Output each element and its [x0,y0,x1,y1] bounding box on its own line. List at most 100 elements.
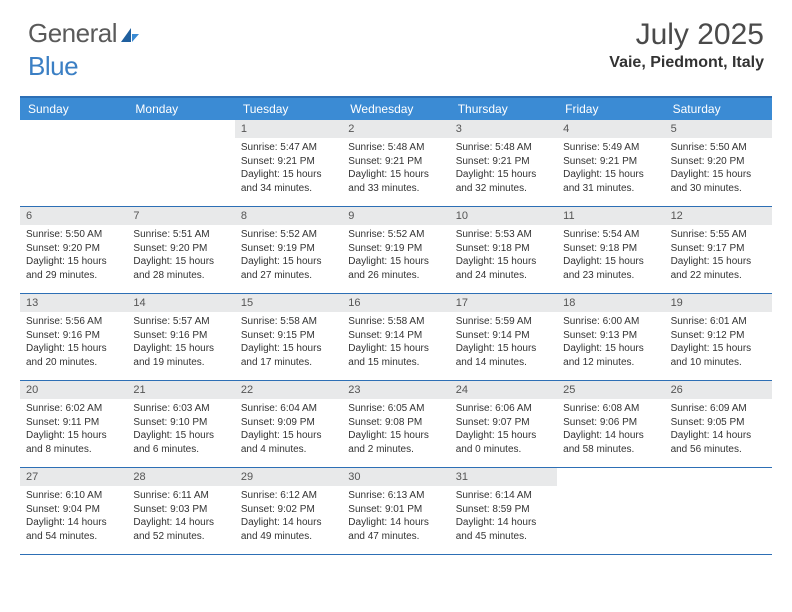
weekday-header: Friday [557,98,664,120]
day-body: Sunrise: 6:04 AMSunset: 9:09 PMDaylight:… [235,399,342,460]
sunset-line: Sunset: 9:07 PM [456,416,551,430]
sunset-line: Sunset: 9:18 PM [456,242,551,256]
day-cell: 25Sunrise: 6:08 AMSunset: 9:06 PMDayligh… [557,381,664,467]
sunset-line: Sunset: 9:16 PM [26,329,121,343]
sunrise-line: Sunrise: 5:50 AM [26,228,121,242]
daylight-line: Daylight: 14 hours and 58 minutes. [563,429,658,456]
sunrise-line: Sunrise: 5:59 AM [456,315,551,329]
day-number: 28 [127,468,234,487]
day-number: 6 [20,207,127,226]
day-number: 17 [450,294,557,313]
day-body: Sunrise: 6:12 AMSunset: 9:02 PMDaylight:… [235,486,342,547]
day-number: 5 [665,120,772,139]
day-body: Sunrise: 6:00 AMSunset: 9:13 PMDaylight:… [557,312,664,373]
day-number: 20 [20,381,127,400]
sunset-line: Sunset: 9:15 PM [241,329,336,343]
sunrise-line: Sunrise: 5:50 AM [671,141,766,155]
day-cell: 24Sunrise: 6:06 AMSunset: 9:07 PMDayligh… [450,381,557,467]
sunrise-line: Sunrise: 5:48 AM [456,141,551,155]
day-cell: 29Sunrise: 6:12 AMSunset: 9:02 PMDayligh… [235,468,342,554]
calendar: SundayMondayTuesdayWednesdayThursdayFrid… [20,96,772,555]
day-number: 7 [127,207,234,226]
day-body: Sunrise: 5:49 AMSunset: 9:21 PMDaylight:… [557,138,664,199]
sunrise-line: Sunrise: 6:04 AM [241,402,336,416]
sunset-line: Sunset: 9:16 PM [133,329,228,343]
day-cell: 2Sunrise: 5:48 AMSunset: 9:21 PMDaylight… [342,120,449,206]
sunset-line: Sunset: 9:20 PM [671,155,766,169]
weekday-row: SundayMondayTuesdayWednesdayThursdayFrid… [20,98,772,120]
day-cell: 5 Sunrise: 5:50 AMSunset: 9:20 PMDaylight… [665,120,772,206]
sunrise-line: Sunrise: 5:55 AM [671,228,766,242]
day-number: 4 [557,120,664,139]
daylight-line: Daylight: 14 hours and 54 minutes. [26,516,121,543]
daylight-line: Daylight: 15 hours and 12 minutes. [563,342,658,369]
day-number: 23 [342,381,449,400]
day-body: Sunrise: 5:58 AMSunset: 9:14 PMDaylight:… [342,312,449,373]
daylight-line: Daylight: 15 hours and 23 minutes. [563,255,658,282]
sunset-line: Sunset: 9:19 PM [241,242,336,256]
daylight-line: Daylight: 15 hours and 22 minutes. [671,255,766,282]
daylight-line: Daylight: 15 hours and 0 minutes. [456,429,551,456]
day-cell: 18Sunrise: 6:00 AMSunset: 9:13 PMDayligh… [557,294,664,380]
daylight-line: Daylight: 14 hours and 56 minutes. [671,429,766,456]
daylight-line: Daylight: 15 hours and 20 minutes. [26,342,121,369]
sunrise-line: Sunrise: 6:08 AM [563,402,658,416]
daylight-line: Daylight: 15 hours and 33 minutes. [348,168,443,195]
sunset-line: Sunset: 9:10 PM [133,416,228,430]
daylight-line: Daylight: 15 hours and 8 minutes. [26,429,121,456]
weekday-header: Monday [127,98,234,120]
week-row: 1Sunrise: 5:47 AMSunset: 9:21 PMDaylight… [20,120,772,207]
sunrise-line: Sunrise: 6:11 AM [133,489,228,503]
daylight-line: Daylight: 14 hours and 47 minutes. [348,516,443,543]
day-number: 29 [235,468,342,487]
daylight-line: Daylight: 15 hours and 4 minutes. [241,429,336,456]
sunrise-line: Sunrise: 6:01 AM [671,315,766,329]
day-cell: 10Sunrise: 5:53 AMSunset: 9:18 PMDayligh… [450,207,557,293]
day-body: Sunrise: 6:05 AMSunset: 9:08 PMDaylight:… [342,399,449,460]
week-row: 13Sunrise: 5:56 AMSunset: 9:16 PMDayligh… [20,294,772,381]
logo: GeneralBlue [28,18,141,82]
day-body: Sunrise: 5:53 AMSunset: 9:18 PMDaylight:… [450,225,557,286]
daylight-line: Daylight: 15 hours and 19 minutes. [133,342,228,369]
daylight-line: Daylight: 15 hours and 26 minutes. [348,255,443,282]
day-body: Sunrise: 5:52 AMSunset: 9:19 PMDaylight:… [235,225,342,286]
day-cell: 6Sunrise: 5:50 AMSunset: 9:20 PMDaylight… [20,207,127,293]
sunset-line: Sunset: 9:19 PM [348,242,443,256]
day-body: Sunrise: 6:01 AMSunset: 9:12 PMDaylight:… [665,312,772,373]
day-number: 24 [450,381,557,400]
sunset-line: Sunset: 9:18 PM [563,242,658,256]
day-body: Sunrise: 6:06 AMSunset: 9:07 PMDaylight:… [450,399,557,460]
day-cell-empty [127,120,234,206]
sunrise-line: Sunrise: 5:56 AM [26,315,121,329]
daylight-line: Daylight: 15 hours and 30 minutes. [671,168,766,195]
sunrise-line: Sunrise: 5:58 AM [348,315,443,329]
week-row: 6Sunrise: 5:50 AMSunset: 9:20 PMDaylight… [20,207,772,294]
sunset-line: Sunset: 9:17 PM [671,242,766,256]
day-body: Sunrise: 6:03 AMSunset: 9:10 PMDaylight:… [127,399,234,460]
logo-part1: General [28,18,117,48]
sunrise-line: Sunrise: 6:06 AM [456,402,551,416]
daylight-line: Daylight: 15 hours and 15 minutes. [348,342,443,369]
day-cell: 28Sunrise: 6:11 AMSunset: 9:03 PMDayligh… [127,468,234,554]
day-cell: 1Sunrise: 5:47 AMSunset: 9:21 PMDaylight… [235,120,342,206]
sunrise-line: Sunrise: 6:10 AM [26,489,121,503]
day-cell-empty [557,468,664,554]
sunset-line: Sunset: 9:13 PM [563,329,658,343]
day-cell-empty [665,468,772,554]
day-number: 14 [127,294,234,313]
day-body: Sunrise: 6:10 AMSunset: 9:04 PMDaylight:… [20,486,127,547]
day-cell: 19Sunrise: 6:01 AMSunset: 9:12 PMDayligh… [665,294,772,380]
logo-text: GeneralBlue [28,18,141,82]
sunrise-line: Sunrise: 6:03 AM [133,402,228,416]
day-cell: 15Sunrise: 5:58 AMSunset: 9:15 PMDayligh… [235,294,342,380]
day-number: 26 [665,381,772,400]
sunset-line: Sunset: 9:14 PM [456,329,551,343]
daylight-line: Daylight: 15 hours and 27 minutes. [241,255,336,282]
sunset-line: Sunset: 9:05 PM [671,416,766,430]
day-number: 22 [235,381,342,400]
day-number: 31 [450,468,557,487]
weekday-header: Sunday [20,98,127,120]
day-number: 10 [450,207,557,226]
sunset-line: Sunset: 9:03 PM [133,503,228,517]
day-body: Sunrise: 5:52 AMSunset: 9:19 PMDaylight:… [342,225,449,286]
